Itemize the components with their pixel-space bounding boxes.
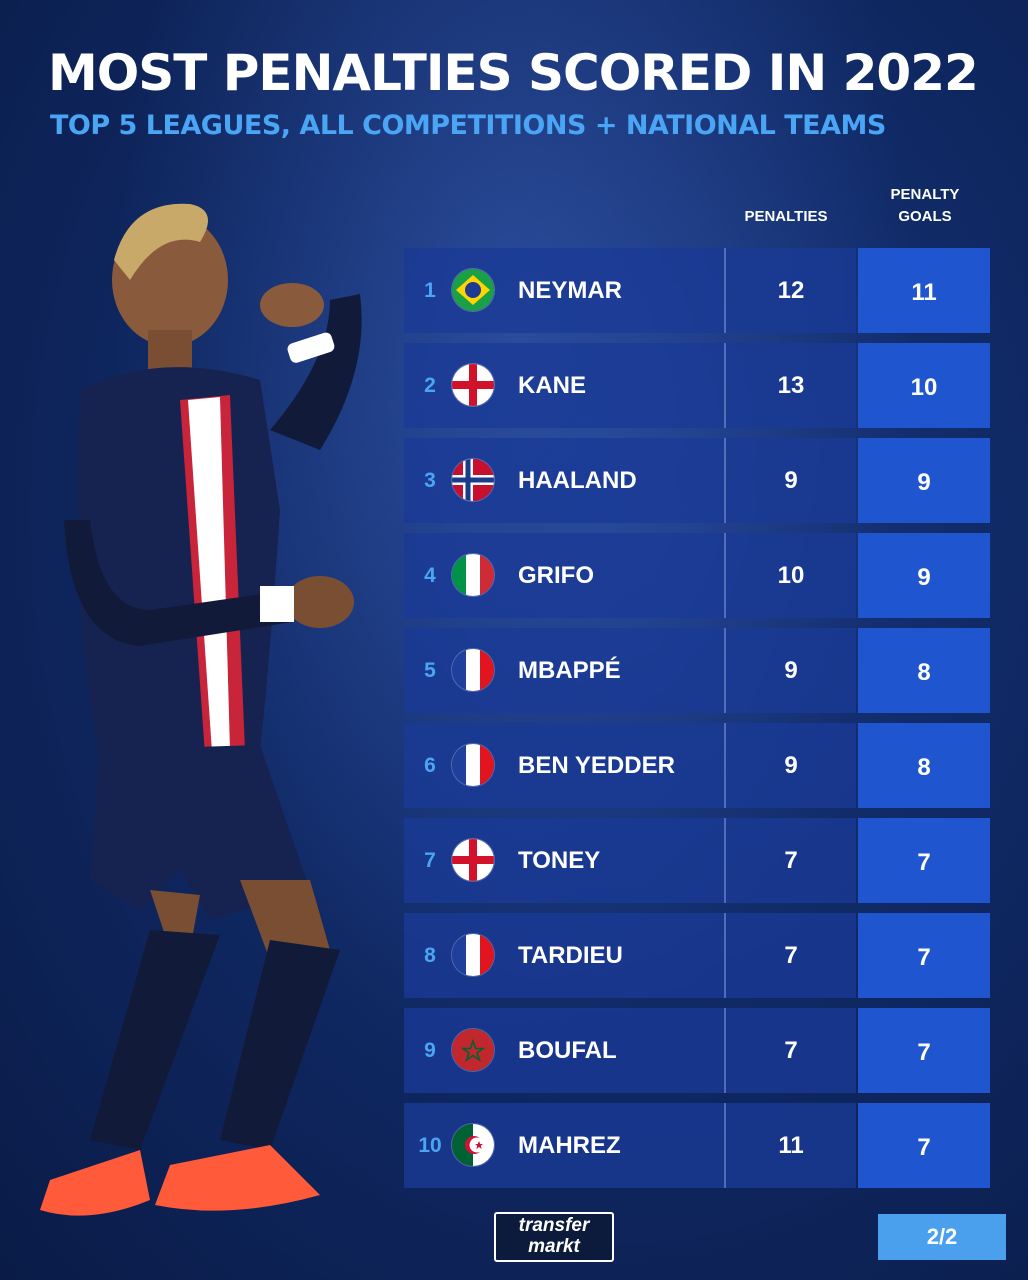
penalty-goals-value: 7 (917, 1134, 931, 1161)
italy-flag-icon (452, 554, 494, 596)
table-row: 3 HAALAND 9 9 (404, 438, 990, 523)
column-header-penalties: PENALTIES (744, 208, 828, 225)
penalty-goals-value: 8 (917, 659, 931, 686)
penalty-goals-value: 8 (917, 754, 931, 781)
player-name: NEYMAR (518, 277, 623, 304)
goal-cell-background (858, 533, 990, 618)
algeria-flag-icon (452, 1124, 494, 1166)
penalties-value: 13 (777, 372, 805, 399)
player-name: HAALAND (518, 467, 637, 494)
penalty-goals-value: 7 (917, 944, 931, 971)
france-flag-icon (452, 744, 494, 786)
table-row: 8 TARDIEU 7 7 (404, 913, 990, 998)
rank: 6 (424, 754, 436, 777)
column-divider (724, 628, 726, 713)
player-name: TARDIEU (518, 942, 623, 969)
penalty-goals-value: 9 (917, 469, 931, 496)
penalties-value: 12 (777, 277, 805, 304)
table-row: 7 TONEY 7 7 (404, 818, 990, 903)
rank: 3 (424, 469, 436, 492)
column-header-penalty-goals-line2: GOALS (898, 208, 952, 225)
goal-cell-background (858, 723, 990, 808)
goal-cell-background (858, 628, 990, 713)
goal-cell-background (858, 913, 990, 998)
england-flag-icon (452, 839, 494, 881)
column-header-penalty-goals-line1: PENALTY (890, 186, 960, 203)
logo-line-2: markt (528, 1236, 580, 1257)
player-name: KANE (518, 372, 587, 399)
table-row: 10 MAHREZ 11 7 (404, 1103, 990, 1188)
table-row: 6 BEN YEDDER 9 8 (404, 723, 990, 808)
norway-flag-icon (452, 459, 494, 501)
page-title: MOST PENALTIES SCORED IN 2022 (48, 44, 979, 102)
england-flag-icon (452, 364, 494, 406)
goal-cell-background (858, 1103, 990, 1188)
penalty-goals-value: 7 (917, 849, 931, 876)
rank: 8 (424, 944, 436, 967)
column-divider (724, 913, 726, 998)
player-name: TONEY (518, 847, 601, 874)
table-row: 4 GRIFO 10 9 (404, 533, 990, 618)
rank: 1 (424, 279, 436, 302)
column-divider (724, 438, 726, 523)
column-divider (724, 723, 726, 808)
goal-cell-background (858, 818, 990, 903)
player-photo (40, 203, 362, 1216)
penalties-value: 9 (784, 467, 798, 494)
column-header-penalty-goals: PENALTY GOALS (860, 184, 990, 228)
rank: 7 (424, 849, 436, 872)
penalties-value: 9 (784, 752, 798, 779)
page-subtitle: TOP 5 LEAGUES, ALL COMPETITIONS + NATION… (50, 110, 886, 141)
table-row: 2 KANE 13 10 (404, 343, 990, 428)
column-divider (724, 343, 726, 428)
penalties-value: 10 (777, 562, 805, 589)
table-row: 5 MBAPPÉ 9 8 (404, 628, 990, 713)
rank: 2 (424, 374, 436, 397)
penalty-goals-value: 11 (911, 279, 937, 306)
player-name: BEN YEDDER (518, 752, 675, 779)
morocco-flag-icon (452, 1029, 494, 1071)
column-divider (724, 533, 726, 618)
rank: 5 (424, 659, 436, 682)
column-divider (724, 1008, 726, 1093)
player-name: BOUFAL (518, 1037, 617, 1064)
column-divider (724, 818, 726, 903)
rank: 10 (418, 1134, 442, 1157)
column-divider (724, 248, 726, 333)
france-flag-icon (452, 934, 494, 976)
player-name: MAHREZ (518, 1132, 621, 1159)
penalties-value: 11 (778, 1132, 804, 1159)
france-flag-icon (452, 649, 494, 691)
logo-line-1: transfer (518, 1215, 590, 1236)
goal-cell-background (858, 438, 990, 523)
column-divider (724, 1103, 726, 1188)
rank: 4 (424, 564, 436, 587)
goal-cell-background (858, 248, 990, 333)
table-row: 9 BOUFAL 7 7 (404, 1008, 990, 1093)
penalty-goals-value: 9 (917, 564, 931, 591)
transfermarkt-logo: transfer markt (494, 1212, 614, 1262)
player-name: MBAPPÉ (518, 657, 621, 684)
page-indicator: 2/2 (878, 1214, 1006, 1260)
player-name: GRIFO (518, 562, 594, 589)
penalties-value: 7 (784, 1037, 798, 1064)
brazil-flag-icon (452, 269, 494, 311)
penalty-goals-value: 10 (910, 374, 938, 401)
goal-cell-background (858, 1008, 990, 1093)
penalties-value: 7 (784, 942, 798, 969)
penalties-value: 9 (784, 657, 798, 684)
penalty-goals-value: 7 (917, 1039, 931, 1066)
penalties-value: 7 (784, 847, 798, 874)
goal-cell-background (858, 343, 990, 428)
rank: 9 (424, 1039, 436, 1062)
table-row: 1 NEYMAR 12 11 (404, 248, 990, 333)
